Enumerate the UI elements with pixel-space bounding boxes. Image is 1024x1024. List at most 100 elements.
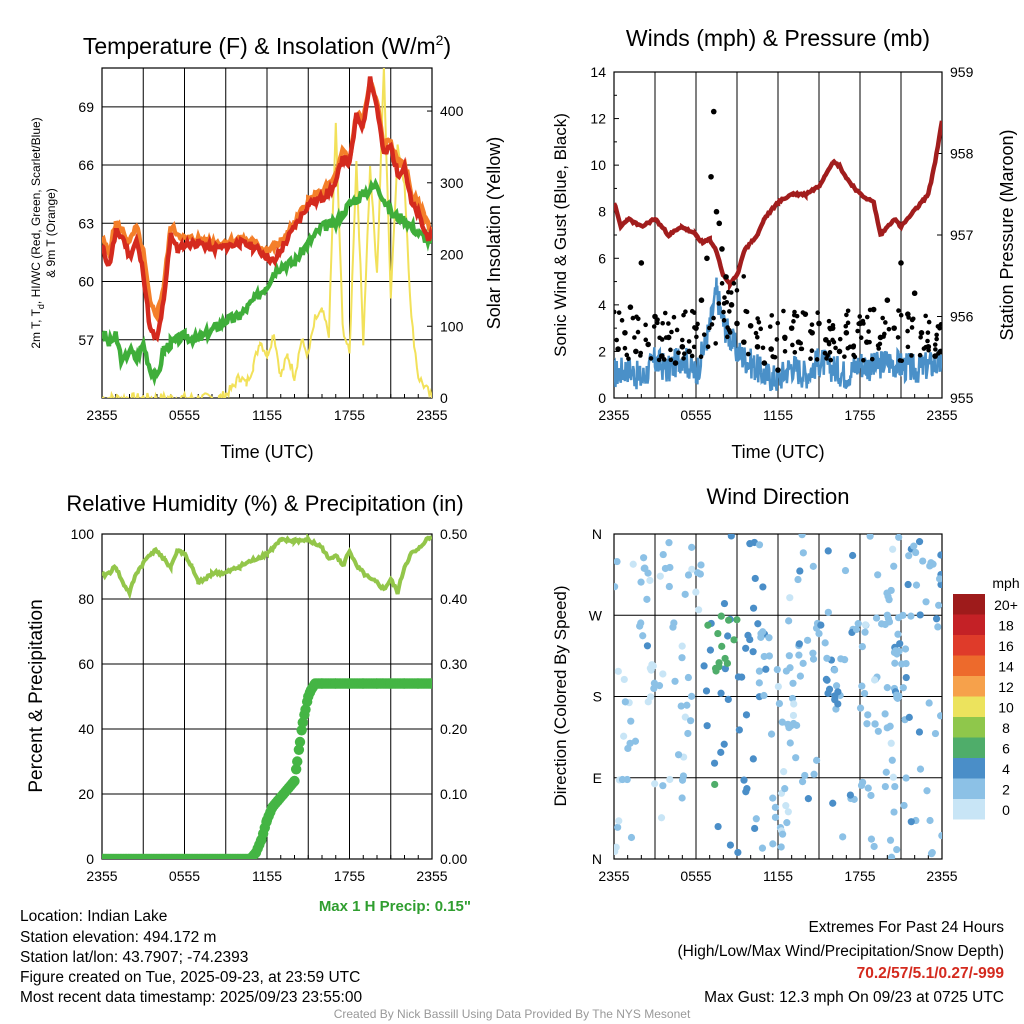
gust-point bbox=[851, 343, 857, 348]
gust-point bbox=[808, 356, 813, 362]
direction-point bbox=[734, 848, 742, 857]
gust-point bbox=[695, 321, 700, 327]
temp-ylabel-sub: d bbox=[36, 304, 46, 309]
direction-point bbox=[720, 599, 729, 608]
gust-point bbox=[926, 319, 932, 325]
dir-ylabel: Direction (Colored By Speed) bbox=[551, 585, 570, 806]
gust-point bbox=[918, 334, 923, 340]
wind-xlabel: Time (UTC) bbox=[731, 442, 824, 462]
direction-point bbox=[614, 557, 621, 566]
direction-point bbox=[637, 578, 645, 586]
insolation-y-tick-label: 300 bbox=[440, 175, 464, 191]
gust-point bbox=[847, 344, 853, 350]
gust-point bbox=[884, 297, 891, 304]
direction-point bbox=[640, 554, 648, 562]
gust-point bbox=[856, 321, 861, 327]
recent-text: Most recent data timestamp: 2025/09/23 2… bbox=[20, 989, 363, 1006]
direction-point bbox=[771, 813, 780, 821]
gust-point bbox=[933, 347, 938, 352]
colorbar-label: 4 bbox=[1002, 761, 1010, 777]
gust-point bbox=[932, 342, 938, 347]
direction-point bbox=[799, 659, 807, 667]
direction-point bbox=[782, 802, 790, 810]
gust-point bbox=[734, 320, 740, 327]
direction-point bbox=[785, 724, 793, 732]
direction-point bbox=[923, 787, 931, 795]
direction-point bbox=[627, 717, 635, 725]
gust-point bbox=[808, 329, 813, 334]
gust-point bbox=[934, 332, 939, 338]
direction-point bbox=[937, 551, 942, 559]
gust-point bbox=[921, 346, 927, 351]
direction-point bbox=[777, 843, 785, 851]
gust-point bbox=[705, 344, 711, 349]
direction-point bbox=[925, 699, 933, 707]
gust-point bbox=[925, 338, 930, 344]
direction-point bbox=[711, 780, 719, 789]
gust-point bbox=[925, 330, 931, 335]
direction-point bbox=[916, 765, 925, 773]
direction-point bbox=[863, 720, 871, 728]
precip-y-tick-label: 0.10 bbox=[440, 786, 467, 802]
direction-point bbox=[755, 679, 763, 687]
direction-point bbox=[666, 563, 674, 572]
gust-point bbox=[622, 345, 628, 351]
direction-point bbox=[809, 562, 817, 570]
wind-y-tick-label: 2 bbox=[598, 343, 606, 359]
gust-point bbox=[775, 320, 781, 326]
direction-point bbox=[900, 801, 908, 810]
direction-point bbox=[926, 816, 934, 825]
pressure-ylabel: Station Pressure (Maroon) bbox=[997, 129, 1017, 340]
direction-point bbox=[798, 778, 807, 786]
temp-title-main: Temperature (F) & Insolation (W/m bbox=[83, 33, 436, 59]
direction-point bbox=[887, 739, 895, 747]
gust-point bbox=[781, 308, 786, 314]
direction-point bbox=[899, 684, 907, 692]
direction-point bbox=[932, 615, 941, 623]
direction-point bbox=[935, 601, 942, 609]
gust-point bbox=[799, 346, 805, 352]
direction-point bbox=[803, 636, 812, 644]
gust-point bbox=[798, 340, 803, 346]
direction-point bbox=[798, 534, 806, 539]
gust-point bbox=[788, 325, 795, 331]
gust-point bbox=[905, 344, 911, 350]
gust-point bbox=[686, 348, 692, 355]
gust-point bbox=[662, 310, 668, 316]
gust-point bbox=[905, 328, 910, 334]
direction-point bbox=[786, 739, 794, 747]
direction-point bbox=[874, 571, 882, 579]
wind-y-tick-label: 6 bbox=[598, 250, 606, 266]
gust-point bbox=[833, 345, 838, 351]
wind-y-tick-label: 0 bbox=[598, 390, 606, 406]
direction-point bbox=[883, 724, 891, 732]
latlon-text: Station lat/lon: 43.7907; -74.2393 bbox=[20, 949, 249, 966]
precip-point bbox=[426, 678, 432, 689]
gust-point bbox=[768, 346, 774, 352]
speed-colorbar: mph 20+ 18 16 14 12 10 8 6 4 2 0 bbox=[953, 575, 1020, 820]
precip-point bbox=[289, 775, 300, 787]
gust-point bbox=[791, 319, 796, 324]
direction-point bbox=[749, 604, 758, 612]
direction-point bbox=[643, 595, 651, 603]
gust-point bbox=[828, 357, 834, 363]
direction-point bbox=[792, 754, 800, 762]
direction-point bbox=[621, 698, 629, 706]
direction-point bbox=[926, 562, 934, 570]
direction-point bbox=[710, 759, 719, 767]
direction-point bbox=[765, 634, 773, 642]
direction-point bbox=[885, 618, 894, 626]
direction-point bbox=[839, 833, 847, 841]
direction-point bbox=[899, 611, 907, 619]
direction-point bbox=[882, 768, 890, 776]
temp-2m-line bbox=[102, 76, 432, 343]
gust-point bbox=[769, 313, 775, 318]
direction-point bbox=[636, 622, 644, 630]
direction-point bbox=[864, 711, 872, 719]
gust-point bbox=[674, 327, 680, 333]
direction-point bbox=[767, 730, 776, 738]
gust-point bbox=[691, 344, 697, 350]
direction-point bbox=[712, 667, 720, 675]
direction-point bbox=[643, 642, 652, 650]
